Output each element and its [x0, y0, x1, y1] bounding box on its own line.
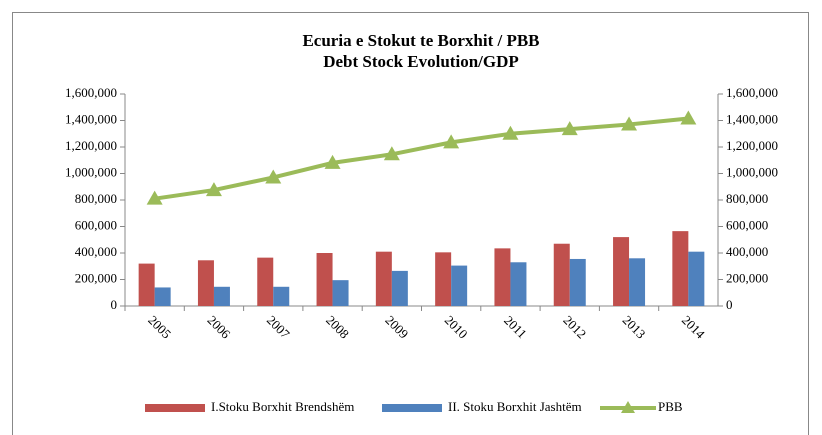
- chart-border: [12, 12, 809, 435]
- y-tick-label: 400,000: [75, 244, 117, 259]
- line: [154, 116, 689, 201]
- bar: [510, 262, 527, 306]
- y2-tick-label: 800,000: [726, 191, 768, 206]
- marker: [502, 125, 519, 140]
- bar: [553, 243, 570, 306]
- bar: [316, 253, 333, 306]
- marker: [146, 190, 163, 205]
- y-tick-label: 600,000: [75, 217, 117, 232]
- y-tick-label: 1,400,000: [65, 111, 117, 126]
- y-tick-label: 0: [111, 297, 118, 312]
- marker: [621, 116, 638, 131]
- y-tick-label: 800,000: [75, 191, 117, 206]
- bar: [629, 258, 646, 306]
- bar: [494, 248, 511, 306]
- marker: [324, 154, 341, 169]
- y2-tick-label: 1,600,000: [726, 85, 778, 100]
- chart-subtitle: Debt Stock Evolution/GDP: [323, 52, 519, 71]
- bar: [435, 252, 452, 306]
- y2-tick-label: 1,000,000: [726, 164, 778, 179]
- bar: [257, 257, 274, 306]
- marker: [443, 134, 460, 149]
- bar: [688, 251, 705, 306]
- y-tick-label: 1,000,000: [65, 164, 117, 179]
- bar: [613, 237, 630, 306]
- y2-tick-label: 0: [726, 297, 733, 312]
- bar: [138, 263, 155, 306]
- legend-label: II. Stoku Borxhit Jashtëm: [448, 399, 582, 414]
- bar: [332, 280, 349, 306]
- y-tick-label: 200,000: [75, 270, 117, 285]
- legend-marker: [621, 401, 635, 413]
- y-tick-label: 1,600,000: [65, 85, 117, 100]
- legend-label: I.Stoku Borxhit Brendshëm: [211, 399, 354, 414]
- legend-label: PBB: [658, 399, 683, 414]
- marker: [561, 121, 578, 136]
- chart-title: Ecuria e Stokut te Borxhit / PBB: [302, 31, 539, 50]
- bar: [273, 286, 290, 306]
- marker: [383, 146, 400, 161]
- y2-tick-label: 200,000: [726, 270, 768, 285]
- bar: [213, 286, 230, 306]
- y2-tick-label: 1,400,000: [726, 111, 778, 126]
- y-tick-label: 1,200,000: [65, 138, 117, 153]
- marker: [265, 169, 282, 184]
- y2-tick-label: 1,200,000: [726, 138, 778, 153]
- legend-swatch: [145, 404, 205, 412]
- bar: [451, 265, 468, 306]
- bar: [197, 260, 214, 306]
- legend-swatch: [382, 404, 442, 412]
- bar: [569, 258, 586, 306]
- bar: [154, 287, 171, 306]
- bar: [672, 231, 689, 306]
- bar: [391, 270, 408, 306]
- y2-tick-label: 400,000: [726, 244, 768, 259]
- marker: [680, 110, 697, 125]
- bar: [375, 251, 392, 306]
- y2-tick-label: 600,000: [726, 217, 768, 232]
- marker: [205, 182, 222, 197]
